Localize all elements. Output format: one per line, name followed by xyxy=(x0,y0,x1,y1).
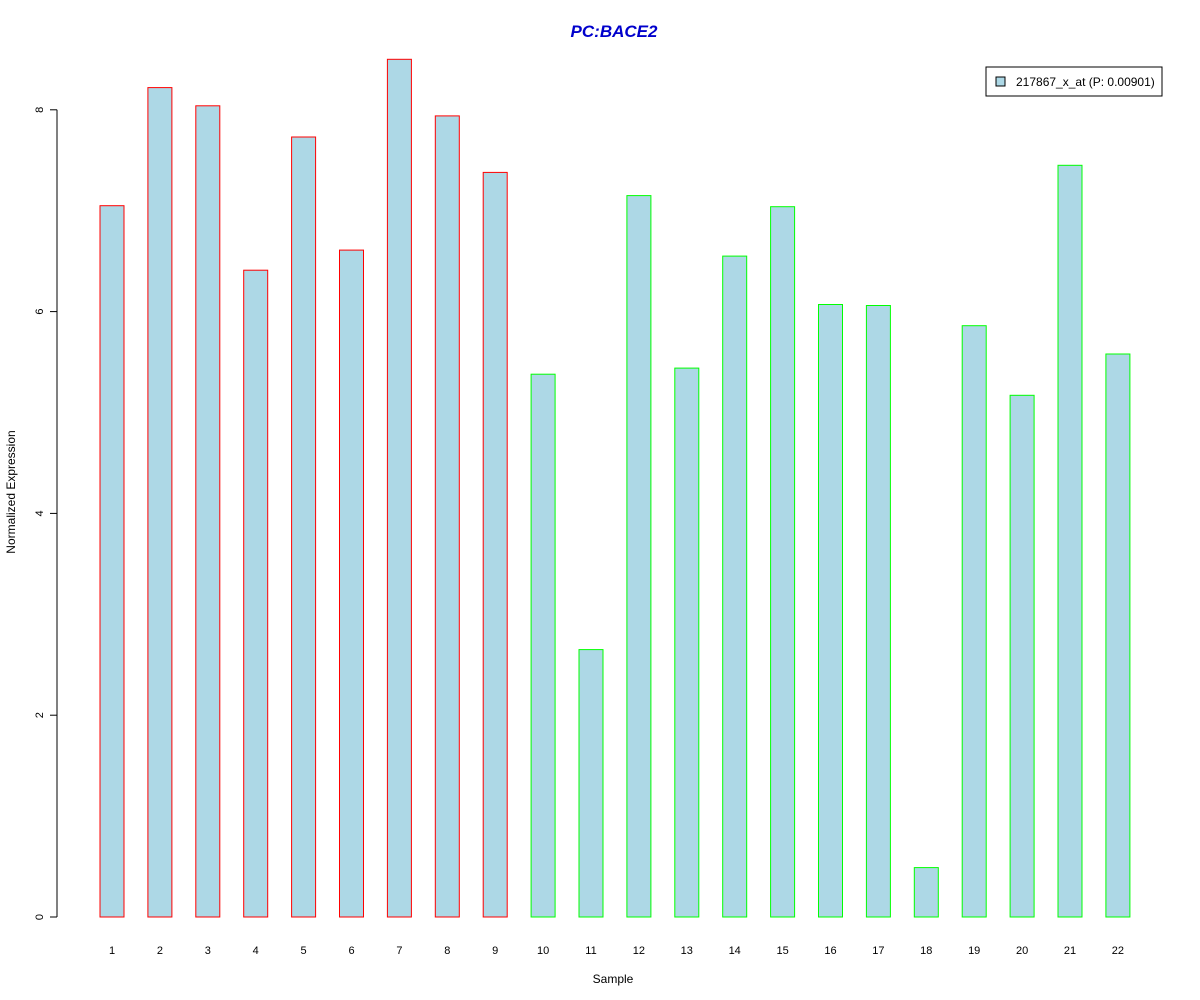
bar-sample-11 xyxy=(578,649,604,918)
bar-sample-3 xyxy=(195,105,221,918)
y-tick-label: 2 xyxy=(34,712,46,718)
legend: 217867_x_at (P: 0.00901) xyxy=(985,66,1163,97)
x-tick-label: 4 xyxy=(253,945,259,957)
x-tick-label: 1 xyxy=(109,945,115,957)
bar-sample-21 xyxy=(1057,164,1083,918)
bar-sample-9 xyxy=(482,171,508,918)
y-tick-label: 6 xyxy=(34,309,46,315)
x-tick-label: 11 xyxy=(585,945,596,957)
bar-sample-1 xyxy=(99,205,125,918)
x-tick-label: 2 xyxy=(157,945,163,957)
x-tick-label: 21 xyxy=(1064,945,1076,957)
x-tick-label: 6 xyxy=(348,945,354,957)
legend-swatch xyxy=(995,76,1006,87)
bar-sample-20 xyxy=(1009,394,1035,918)
x-tick-label: 7 xyxy=(396,945,402,957)
y-tick-label: 4 xyxy=(34,510,46,516)
x-tick-label: 9 xyxy=(492,945,498,957)
bar-sample-6 xyxy=(339,249,364,918)
bar-sample-4 xyxy=(243,269,269,918)
legend-label: 217867_x_at (P: 0.00901) xyxy=(1016,75,1155,89)
x-tick-label: 15 xyxy=(776,945,788,957)
y-axis: 0 2 4 6 8 xyxy=(34,107,58,920)
x-tick-label: 20 xyxy=(1016,945,1028,957)
legend-box xyxy=(985,66,1163,97)
bar-sample-7 xyxy=(386,58,412,918)
x-tick-label: 16 xyxy=(824,945,836,957)
bar-sample-14 xyxy=(722,255,748,918)
x-tick-label: 12 xyxy=(633,945,645,957)
bar-sample-19 xyxy=(961,325,987,918)
bar-sample-16 xyxy=(818,304,843,918)
x-tick-label: 10 xyxy=(537,945,549,957)
x-axis-label: Sample xyxy=(593,972,634,986)
x-tick-label: 18 xyxy=(920,945,932,957)
bar-sample-17 xyxy=(865,305,891,918)
y-axis-label: Normalized Expression xyxy=(4,430,18,553)
bar-sample-5 xyxy=(291,136,317,918)
x-tick-labels: 1 2 3 4 5 6 7 8 9 10 11 12 13 14 15 16 17 18 19 20 21 22 xyxy=(109,945,1124,957)
bar-sample-2 xyxy=(147,87,173,918)
y-tick-label: 8 xyxy=(34,107,46,113)
bars-group xyxy=(99,58,1131,918)
bar-sample-18 xyxy=(913,867,939,918)
bar-sample-12 xyxy=(626,195,652,918)
bar-sample-22 xyxy=(1105,353,1131,918)
bar-sample-13 xyxy=(674,367,700,918)
bar-sample-8 xyxy=(434,115,460,918)
bar-sample-15 xyxy=(770,206,796,918)
chart-title: PC:BACE2 xyxy=(571,22,658,41)
bar-sample-10 xyxy=(530,373,556,918)
x-tick-label: 14 xyxy=(729,945,741,957)
x-tick-label: 8 xyxy=(444,945,450,957)
x-tick-label: 19 xyxy=(968,945,980,957)
y-tick-label: 0 xyxy=(34,914,46,920)
x-tick-label: 17 xyxy=(872,945,884,957)
x-tick-label: 3 xyxy=(205,945,211,957)
x-tick-label: 5 xyxy=(301,945,307,957)
x-tick-label: 13 xyxy=(681,945,693,957)
x-tick-label: 22 xyxy=(1112,945,1124,957)
